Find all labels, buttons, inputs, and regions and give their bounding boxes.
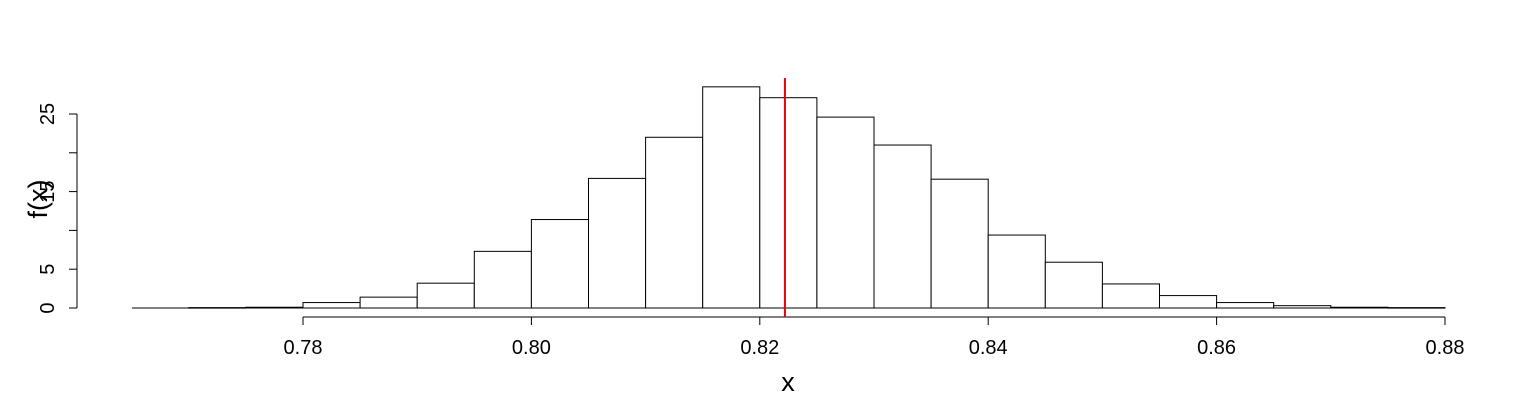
y-axis-title: f(x)	[23, 180, 53, 219]
histogram-bar	[873, 144, 932, 309]
histogram-bar	[588, 177, 647, 309]
histogram-bar	[1101, 283, 1161, 309]
x-axis-title: x	[781, 367, 795, 397]
y-tick-label: 0	[37, 302, 59, 313]
histogram-bar	[702, 86, 761, 309]
x-tick-label: 0.78	[284, 337, 323, 359]
x-tick-label: 0.82	[740, 337, 779, 359]
x-tick-label: 0.84	[969, 337, 1008, 359]
histogram-bar	[759, 97, 818, 309]
x-tick-label: 0.80	[512, 337, 551, 359]
y-tick-label: 25	[37, 103, 59, 125]
y-tick-label: 15	[37, 180, 59, 202]
histogram-bar	[359, 296, 418, 309]
histogram-bar	[816, 116, 875, 309]
histogram-bar	[1044, 261, 1103, 309]
x-axis-ticks: 0.78 0.80 0.82 0.84 0.86 0.88	[284, 317, 1465, 359]
histogram-bar	[473, 250, 532, 309]
histogram-bar	[1216, 302, 1275, 309]
histogram-bar	[530, 219, 590, 309]
histogram-bars	[132, 86, 1446, 309]
y-axis-ticks: 0 5 15 25	[37, 103, 77, 314]
histogram-bar	[645, 136, 704, 309]
histogram-bar	[1159, 295, 1218, 309]
histogram-bar	[930, 178, 989, 309]
histogram-bar	[416, 282, 475, 309]
histogram-bar	[987, 234, 1046, 309]
x-tick-label: 0.88	[1426, 337, 1465, 359]
x-tick-label: 0.86	[1197, 337, 1236, 359]
y-tick-label: 5	[37, 264, 59, 275]
histogram-bar	[302, 302, 361, 309]
